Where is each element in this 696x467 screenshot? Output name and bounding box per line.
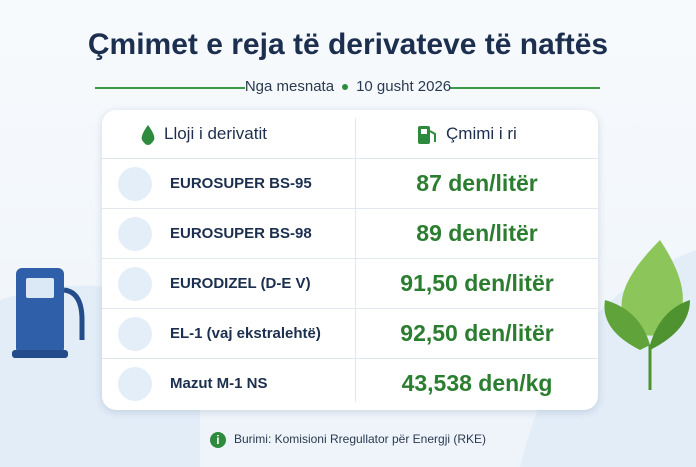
row-icon — [118, 217, 152, 251]
table-row: Mazut M-1 NS 43,538 den/kg — [102, 358, 598, 408]
source-text: Burimi: Komisioni Rregullator për Energj… — [233, 432, 487, 447]
subtitle-date: 10 gusht 2026 — [356, 78, 452, 95]
row-icon — [118, 267, 152, 301]
row-icon — [118, 317, 152, 351]
table-row: EUROSUPER BS-98 89 den/litër — [102, 208, 598, 258]
column-header: Çmimi i ri — [446, 124, 517, 143]
subtitle: Nga mesnata 10 gusht 2026 — [0, 78, 696, 95]
fuel-name: Mazut M-1 NS — [170, 375, 268, 392]
source: i Burimi: Komisioni Rregullator për Energ… — [0, 432, 696, 448]
fuel-price: 91,50 den/litër — [400, 270, 554, 296]
fuel-price: 43,538 den/kg — [401, 370, 553, 396]
fuel-price: 92,50 den/litër — [400, 320, 554, 346]
row-icon — [118, 367, 152, 401]
table-row: EL-1 (vaj ekstralehtë) 92,50 den/litër — [102, 308, 598, 358]
rule — [95, 87, 245, 89]
subtitle-label: Nga mesnata — [244, 78, 335, 95]
table-row: EURODIZEL (D-E V) 91,50 den/litër — [102, 258, 598, 308]
column-header: Lloji i derivatit — [164, 124, 267, 143]
pump-icon — [418, 126, 436, 144]
fuel-price: 87 den/litër — [416, 170, 538, 196]
rule — [450, 87, 600, 89]
table-row: EUROSUPER BS-95 87 den/litër — [102, 158, 598, 208]
title: Çmimet e reja të derivateve të naftës — [87, 28, 609, 61]
fuel-name: EURODIZEL (D-E V) — [170, 275, 311, 292]
drop-icon — [141, 125, 155, 145]
fuel-price: 89 den/litër — [416, 220, 538, 246]
fuel-name: EL-1 (vaj ekstralehtë) — [170, 325, 321, 342]
row-icon — [118, 167, 152, 201]
fuel-name: EUROSUPER BS-98 — [170, 225, 312, 242]
fuel-name: EUROSUPER BS-95 — [170, 175, 312, 192]
price-table: Lloji i derivatit Çmimi i ri EUROSUPER B… — [102, 110, 598, 410]
